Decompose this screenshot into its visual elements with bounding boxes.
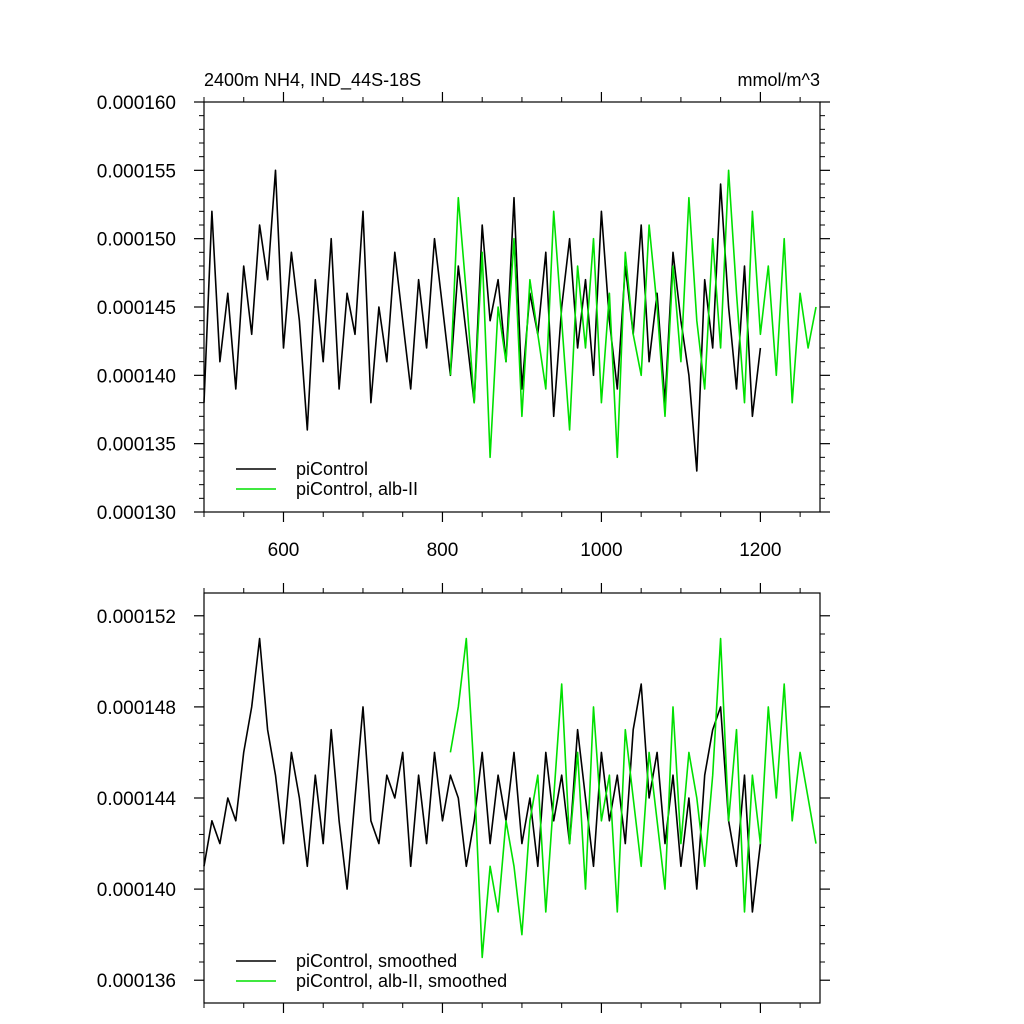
top-panel-legend: piControl piControl, alb-II: [236, 459, 418, 499]
y-tick-label: 0.000140: [97, 366, 176, 387]
y-tick-label: 0.000160: [97, 93, 176, 114]
bottom-panel-series: [203, 637, 817, 959]
legend-label-picontrol-smoothed: piControl, smoothed: [296, 951, 457, 971]
top-panel: 2400m NH4, IND_44S-18S mmol/m^3 600 800 10…: [97, 70, 830, 561]
y-tick-label: 0.000148: [97, 698, 176, 719]
y-tick-label: 0.000144: [97, 789, 177, 810]
y-tick-label: 0.000136: [97, 971, 176, 992]
top-panel-ticks: 600 800 1000 1200 0.000130 0.000135 0.000140 0.…: [97, 92, 830, 561]
x-tick-label: 800: [427, 540, 459, 561]
top-panel-units: mmol/m^3: [738, 70, 820, 90]
top-plot-frame: [203, 101, 821, 513]
legend-label-picontrol-alb-ii-smoothed: piControl, alb-II, smoothed: [296, 971, 507, 991]
legend-label-picontrol: piControl: [296, 459, 368, 479]
series-line-picontrol-alb-ii: [449, 637, 817, 959]
bottom-panel: 0.000136 0.000140 0.000144 0.000148 0.000152…: [97, 583, 830, 1013]
x-tick-label: 600: [268, 540, 300, 561]
y-tick-label: 0.000150: [97, 230, 176, 251]
bottom-panel-ticks: 0.000136 0.000140 0.000144 0.000148 0.000152: [97, 583, 830, 1013]
x-tick-label: 1200: [739, 540, 781, 561]
top-panel-series: [203, 169, 817, 472]
bottom-panel-legend: piControl, smoothed piControl, alb-II, s…: [236, 951, 507, 991]
y-tick-label: 0.000135: [97, 435, 176, 456]
x-tick-label: 1000: [580, 540, 622, 561]
y-tick-label: 0.000140: [97, 880, 176, 901]
y-tick-label: 0.000155: [97, 161, 176, 182]
legend-label-picontrol-alb-ii: piControl, alb-II: [296, 479, 418, 499]
y-tick-label: 0.000152: [97, 607, 176, 628]
y-tick-label: 0.000130: [97, 503, 176, 524]
y-tick-label: 0.000145: [97, 298, 176, 319]
top-panel-title: 2400m NH4, IND_44S-18S: [204, 70, 421, 91]
series-line-picontrol-alb-ii: [449, 169, 817, 459]
